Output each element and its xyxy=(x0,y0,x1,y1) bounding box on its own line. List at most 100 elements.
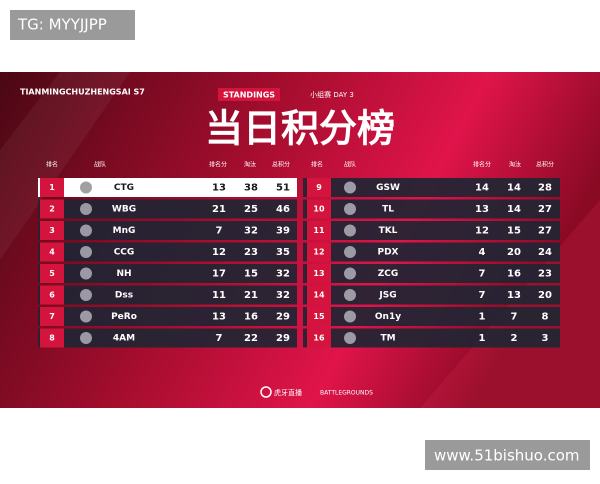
team: NH xyxy=(116,269,131,279)
score: 27 xyxy=(538,226,552,237)
score: 12 xyxy=(475,226,489,237)
rank-box xyxy=(40,328,64,348)
rank: 3 xyxy=(49,226,55,235)
rank: 12 xyxy=(313,248,324,257)
rank-box xyxy=(307,285,331,305)
watermark-box xyxy=(10,10,135,40)
score: 21 xyxy=(212,204,226,215)
column-header: 排名分 xyxy=(209,161,227,169)
score: 1 xyxy=(479,333,486,344)
team: CCG xyxy=(114,248,135,258)
score: 22 xyxy=(244,333,258,344)
column-header: 排名分 xyxy=(473,161,491,169)
score: 17 xyxy=(212,269,226,280)
watermark-box xyxy=(425,440,590,470)
watermark: TG: MYYJJPP xyxy=(17,16,107,34)
tab-box xyxy=(218,88,280,101)
row xyxy=(38,328,297,348)
watermark: www.51bishuo.com xyxy=(434,447,580,465)
column-header: 排名 xyxy=(311,161,323,169)
score: 29 xyxy=(276,312,290,323)
rank-box xyxy=(307,264,331,283)
score: 27 xyxy=(538,204,552,215)
rank: 7 xyxy=(49,312,55,321)
rank: 14 xyxy=(313,291,325,300)
score: 15 xyxy=(244,269,258,280)
row xyxy=(303,307,560,326)
team-logo xyxy=(80,289,92,301)
score: 7 xyxy=(216,226,223,237)
score: 8 xyxy=(542,312,549,323)
score: 16 xyxy=(244,312,258,323)
team: WBG xyxy=(112,205,136,215)
score: 7 xyxy=(511,312,518,323)
title: 当日积分榜 xyxy=(205,107,395,151)
score: 38 xyxy=(244,183,258,194)
score: 1 xyxy=(479,312,486,323)
row xyxy=(303,328,560,348)
score: 14 xyxy=(507,183,521,194)
team-logo xyxy=(344,332,356,344)
rank-box xyxy=(307,307,331,326)
team: PeRo xyxy=(111,312,137,322)
score: 13 xyxy=(212,312,226,323)
score: 24 xyxy=(538,247,552,258)
team-logo xyxy=(344,289,356,301)
team: On1y xyxy=(375,312,401,322)
row xyxy=(38,307,297,326)
rank-box xyxy=(40,221,64,240)
score: 15 xyxy=(507,226,521,237)
column-header: 排名 xyxy=(46,161,58,169)
score: 46 xyxy=(276,204,290,215)
brand-icon xyxy=(260,386,272,398)
rank-box xyxy=(40,264,64,283)
score: 7 xyxy=(479,269,486,280)
column-header: 总积分 xyxy=(272,161,290,169)
row xyxy=(303,242,560,262)
rank-box xyxy=(40,285,64,305)
team-logo xyxy=(80,267,92,280)
team-logo xyxy=(344,246,356,258)
rank: 13 xyxy=(313,269,324,278)
game: BATTLEGROUNDS xyxy=(320,390,373,397)
score: 13 xyxy=(507,290,521,301)
team: TM xyxy=(380,334,395,344)
rank-box xyxy=(40,199,64,219)
score: 3 xyxy=(542,333,549,344)
decor xyxy=(0,72,130,260)
rank: 9 xyxy=(316,183,322,192)
team: ZCG xyxy=(378,269,399,279)
score: 28 xyxy=(538,183,552,194)
rank: 1 xyxy=(49,183,55,192)
row xyxy=(38,199,297,219)
score: 51 xyxy=(276,183,290,194)
row xyxy=(303,199,560,219)
score: 21 xyxy=(244,290,258,301)
row xyxy=(303,221,560,240)
score: 35 xyxy=(276,247,290,258)
team: MnG xyxy=(113,226,136,236)
row xyxy=(38,178,297,197)
score: 32 xyxy=(276,290,290,301)
team-logo xyxy=(80,203,92,215)
team-logo xyxy=(80,310,92,323)
score: 12 xyxy=(212,247,226,258)
score: 23 xyxy=(244,247,258,258)
rank: 8 xyxy=(49,334,55,343)
row xyxy=(38,221,297,240)
rank: 5 xyxy=(49,269,55,278)
column-header: 淘汰 xyxy=(244,161,256,169)
team-logo xyxy=(344,310,356,323)
rank-box xyxy=(40,178,64,197)
score: 20 xyxy=(507,247,521,258)
tab: STANDINGS xyxy=(223,91,275,100)
team: Dss xyxy=(115,291,133,301)
row xyxy=(38,285,297,305)
team: 4AM xyxy=(113,334,135,344)
score: 13 xyxy=(475,204,489,215)
team: TL xyxy=(382,205,394,215)
rank: 10 xyxy=(313,205,325,214)
score: 2 xyxy=(511,333,518,344)
team-logo xyxy=(344,181,356,194)
